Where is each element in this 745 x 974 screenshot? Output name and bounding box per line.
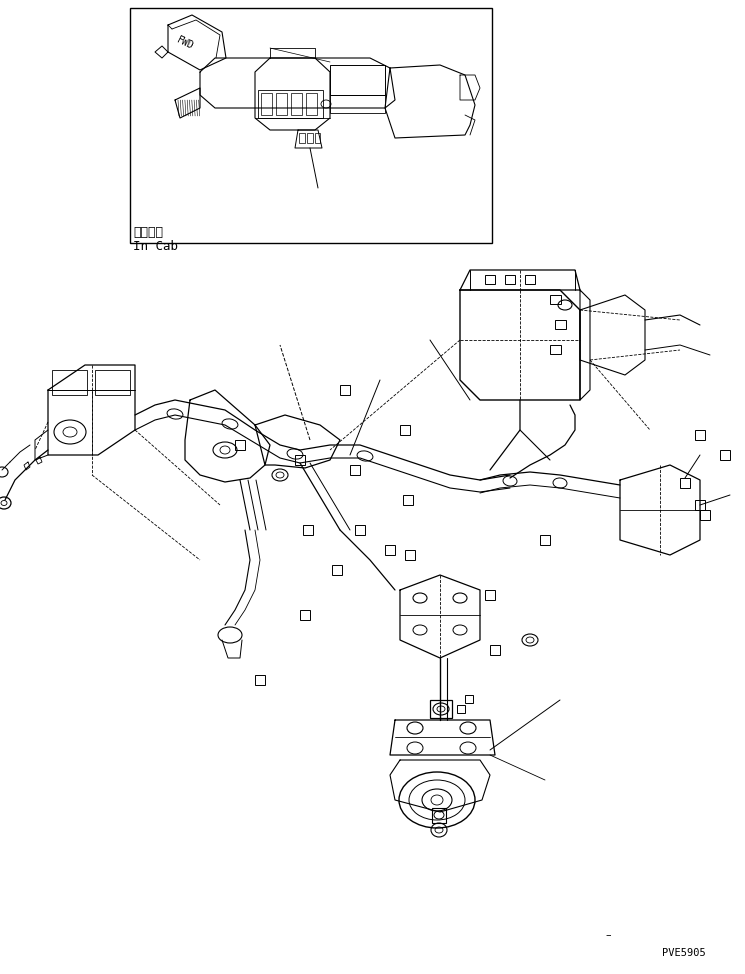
Text: PVE5905: PVE5905 [662,948,706,958]
Text: FWD: FWD [175,35,195,52]
Bar [550,345,561,354]
Bar [307,133,313,143]
Bar [299,133,305,143]
Bar [405,550,415,560]
Bar [432,808,446,823]
Bar [291,93,302,115]
Bar [303,525,313,535]
Bar [485,275,495,284]
Bar [330,95,385,113]
Text: –: – [605,930,611,940]
Bar [720,450,730,460]
Bar [700,510,710,520]
Bar [306,93,317,115]
Bar [130,8,492,243]
Bar [52,370,87,395]
Bar [695,430,705,440]
Bar [525,275,535,284]
Bar [350,465,360,475]
Bar [330,65,385,95]
Text: In Cab: In Cab [133,240,178,252]
Bar [550,295,561,304]
Bar [300,610,310,620]
Bar [332,565,342,575]
Bar [465,695,473,703]
Bar [235,440,245,450]
Bar [403,495,413,505]
Bar [400,425,410,435]
Bar [315,133,320,143]
Bar [340,385,350,395]
Text: キャブ内: キャブ内 [133,226,163,239]
Bar [355,525,365,535]
Bar [555,320,566,329]
Bar [490,645,500,655]
Bar [255,675,265,685]
Bar [540,535,550,545]
Bar [457,705,465,713]
Bar [276,93,287,115]
Bar [385,545,395,555]
Bar [261,93,272,115]
Bar [680,478,690,488]
Bar [505,275,515,284]
Bar [695,500,705,510]
Bar [430,700,452,718]
Bar [95,370,130,395]
Bar [258,90,323,118]
Bar [295,455,305,465]
Bar [485,590,495,600]
